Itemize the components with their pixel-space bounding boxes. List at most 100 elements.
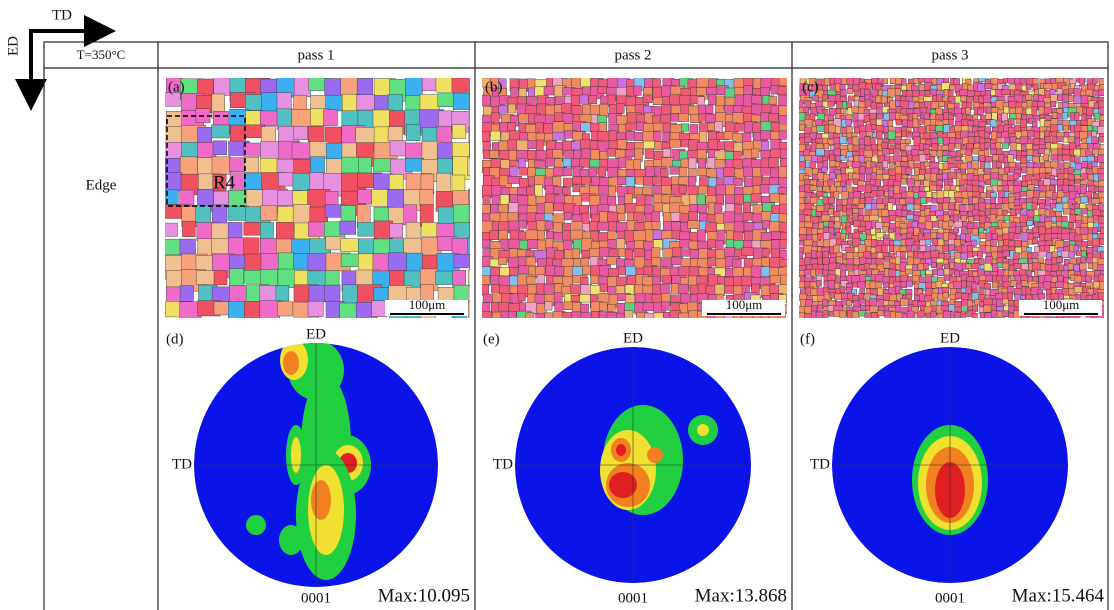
grain bbox=[1021, 281, 1027, 286]
grain bbox=[1062, 113, 1067, 119]
grain bbox=[438, 111, 453, 127]
scale-bar-label: 100μm bbox=[409, 297, 446, 312]
grain bbox=[663, 149, 671, 157]
grain bbox=[1081, 209, 1088, 215]
grain bbox=[1027, 131, 1035, 137]
grain bbox=[580, 95, 588, 103]
panel-label: (b) bbox=[485, 79, 503, 95]
ed-label: ED bbox=[5, 36, 21, 56]
grain bbox=[509, 267, 518, 275]
grain bbox=[858, 282, 865, 288]
grain bbox=[828, 115, 834, 120]
grain bbox=[996, 137, 1002, 143]
grain bbox=[581, 149, 590, 159]
grain bbox=[852, 107, 858, 113]
grain bbox=[998, 186, 1003, 191]
grain bbox=[1044, 282, 1052, 290]
grain bbox=[245, 95, 261, 111]
grain bbox=[823, 85, 828, 90]
grain bbox=[212, 205, 227, 224]
grain bbox=[1044, 108, 1052, 114]
grain bbox=[1056, 198, 1061, 203]
grain bbox=[978, 83, 986, 92]
grain bbox=[960, 240, 965, 245]
region-label: R4 bbox=[213, 172, 236, 193]
grain bbox=[634, 160, 641, 170]
grain bbox=[213, 111, 228, 126]
panel-label: (c) bbox=[802, 79, 819, 95]
grain bbox=[938, 313, 944, 321]
grain bbox=[841, 108, 847, 114]
grain bbox=[890, 101, 896, 109]
grain bbox=[984, 299, 993, 305]
grain bbox=[1092, 234, 1097, 239]
grain bbox=[996, 162, 1002, 168]
grain bbox=[277, 302, 292, 316]
grain bbox=[990, 197, 995, 203]
grain bbox=[779, 131, 788, 140]
grain bbox=[518, 293, 525, 301]
max-label: Max:13.868 bbox=[695, 585, 787, 606]
grain bbox=[846, 300, 852, 306]
grain bbox=[1003, 311, 1009, 317]
grain bbox=[836, 257, 841, 263]
grain bbox=[244, 157, 258, 172]
grain bbox=[743, 203, 750, 213]
grain bbox=[1068, 137, 1075, 143]
grain bbox=[852, 311, 859, 320]
grain bbox=[877, 114, 883, 119]
grain bbox=[591, 311, 599, 322]
grain bbox=[1050, 186, 1055, 192]
grain bbox=[948, 90, 953, 96]
grain bbox=[882, 210, 889, 217]
grain bbox=[1057, 137, 1064, 142]
grain bbox=[653, 276, 661, 285]
grain bbox=[688, 221, 700, 229]
grain bbox=[260, 301, 280, 321]
grain bbox=[960, 90, 969, 96]
grain bbox=[1064, 125, 1069, 133]
grain bbox=[888, 131, 895, 140]
grain bbox=[600, 284, 607, 292]
grain bbox=[1100, 227, 1108, 233]
grain bbox=[949, 305, 955, 311]
grain bbox=[962, 300, 968, 306]
grain bbox=[1020, 258, 1028, 263]
pole-figure bbox=[515, 347, 751, 583]
grain bbox=[1076, 163, 1082, 169]
grain bbox=[482, 311, 492, 321]
grain bbox=[836, 252, 842, 257]
grain bbox=[545, 221, 553, 230]
grain bbox=[662, 276, 671, 284]
grain bbox=[1075, 209, 1082, 215]
pole-bottom-label: 0001 bbox=[935, 590, 965, 606]
grain bbox=[817, 125, 825, 131]
grain bbox=[1022, 181, 1029, 186]
grain bbox=[406, 125, 420, 141]
grain bbox=[799, 197, 804, 203]
grain bbox=[924, 186, 929, 191]
max-label: Max:10.095 bbox=[378, 585, 470, 606]
grain bbox=[882, 149, 889, 155]
grain bbox=[405, 78, 422, 96]
grain bbox=[490, 231, 499, 240]
grain bbox=[816, 281, 821, 287]
pole-top-label: ED bbox=[940, 330, 960, 346]
grain bbox=[1032, 239, 1037, 244]
grain bbox=[1008, 77, 1015, 84]
grain bbox=[1069, 252, 1075, 258]
grain bbox=[944, 259, 949, 264]
grain bbox=[1092, 263, 1098, 270]
grain bbox=[948, 221, 953, 227]
grain bbox=[388, 127, 403, 141]
grain bbox=[716, 168, 723, 177]
grain bbox=[842, 191, 849, 198]
grain bbox=[871, 229, 876, 235]
grain bbox=[634, 86, 642, 95]
grain bbox=[938, 239, 944, 246]
grain bbox=[1009, 203, 1015, 209]
grain bbox=[1015, 240, 1021, 247]
grain bbox=[553, 276, 563, 283]
grain bbox=[1002, 113, 1008, 121]
grain bbox=[967, 90, 975, 96]
